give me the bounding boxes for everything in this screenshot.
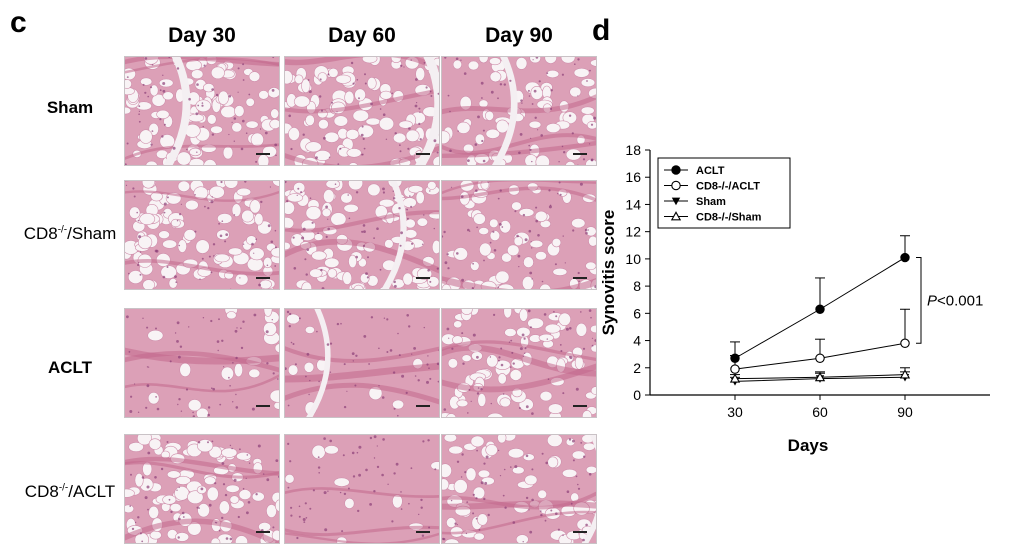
histology-tile-cd8-sham-day30 [124,180,280,290]
legend-label: ACLT [696,165,725,177]
legend-marker [671,165,681,175]
histology-tile-aclt-day60 [284,308,440,418]
y-tick-label: 6 [633,305,641,321]
y-tick-label: 10 [625,251,641,267]
legend-label: Sham [696,196,726,208]
y-axis-label: Synovitis score [599,210,618,336]
y-tick-label: 0 [633,387,641,403]
legend-label: CD8-/-/Sham [696,212,762,224]
row-label-superscript: -/- [58,482,69,494]
legend-marker [671,197,681,206]
row-label-text: Sham [46,98,94,117]
scale-bar [416,531,430,533]
y-tick-label: 4 [633,333,641,349]
histology-tile-cd8-sham-day60 [284,180,440,290]
histology-tile-sham-day90 [441,56,597,166]
row-label-aclt: ACLT [14,358,126,378]
data-point-1 [730,364,740,374]
data-point-3 [899,369,911,379]
p-value-annotation: P<0.001 [927,292,983,309]
histology-tile-cd8-aclt-day60 [284,434,440,544]
column-header-day-60: Day 60 [328,24,396,47]
x-tick-label: 90 [897,404,913,420]
synovitis-score-chart: 0 2 4 6 8 10 12 14 16 18 30 60 90 Days Synovitis score… [599,142,990,455]
column-header-day-30: Day 30 [168,24,236,47]
data-point-0 [815,304,825,314]
data-point-0 [900,252,910,263]
y-tick-label: 2 [633,360,641,376]
row-label-cd8-aclt: CD8-/-/ACLT [14,482,126,502]
legend-marker [670,211,682,221]
scale-bar [416,153,430,155]
row-label-text: ACLT [47,358,93,377]
scale-bar [256,405,270,407]
x-axis-label: Days [788,436,829,455]
scale-bar [256,531,270,533]
scale-bar [256,277,270,279]
row-label-suffix: /Sham [67,224,117,243]
scale-bar [573,153,587,155]
scale-bar [573,405,587,407]
significance-bracket [916,257,922,344]
row-label-superscript: -/- [57,224,68,236]
row-label-cd8-sham: CD8-/-/Sham [14,224,126,244]
histology-tile-aclt-day90 [441,308,597,418]
row-label-text: CD8 [23,224,58,243]
histology-tile-cd8-aclt-day30 [124,434,280,544]
y-tick-label: 12 [625,224,641,240]
y-tick-label: 14 [625,196,641,212]
histology-tile-sham-day60 [284,56,440,166]
legend-marker [671,180,681,191]
histology-tile-cd8-aclt-day90 [441,434,597,544]
column-header-day-90: Day 90 [485,24,553,47]
scale-bar [573,277,587,279]
x-tick-label: 30 [727,404,743,420]
scale-bar [416,405,430,407]
panel-c-letter: c [10,6,27,39]
x-tick-label: 60 [812,404,828,420]
scale-bar [416,277,430,279]
scale-bar [256,153,270,155]
y-tick-label: 8 [633,278,641,294]
panel-d-letter: d [592,14,611,47]
histology-tile-aclt-day30 [124,308,280,418]
histology-tile-cd8-sham-day90 [441,180,597,290]
scale-bar [573,531,587,533]
data-point-1 [900,338,910,349]
data-point-3 [729,373,741,383]
row-label-text: CD8 [24,482,59,501]
data-point-1 [815,353,825,364]
y-tick-label: 16 [625,169,641,185]
histology-tile-sham-day30 [124,56,280,166]
row-label-sham: Sham [14,98,126,118]
data-point-3 [814,371,826,382]
y-tick-label: 18 [625,142,641,158]
legend-label: CD8-/-/ACLT [696,181,760,193]
row-label-suffix: /ACLT [68,482,116,501]
